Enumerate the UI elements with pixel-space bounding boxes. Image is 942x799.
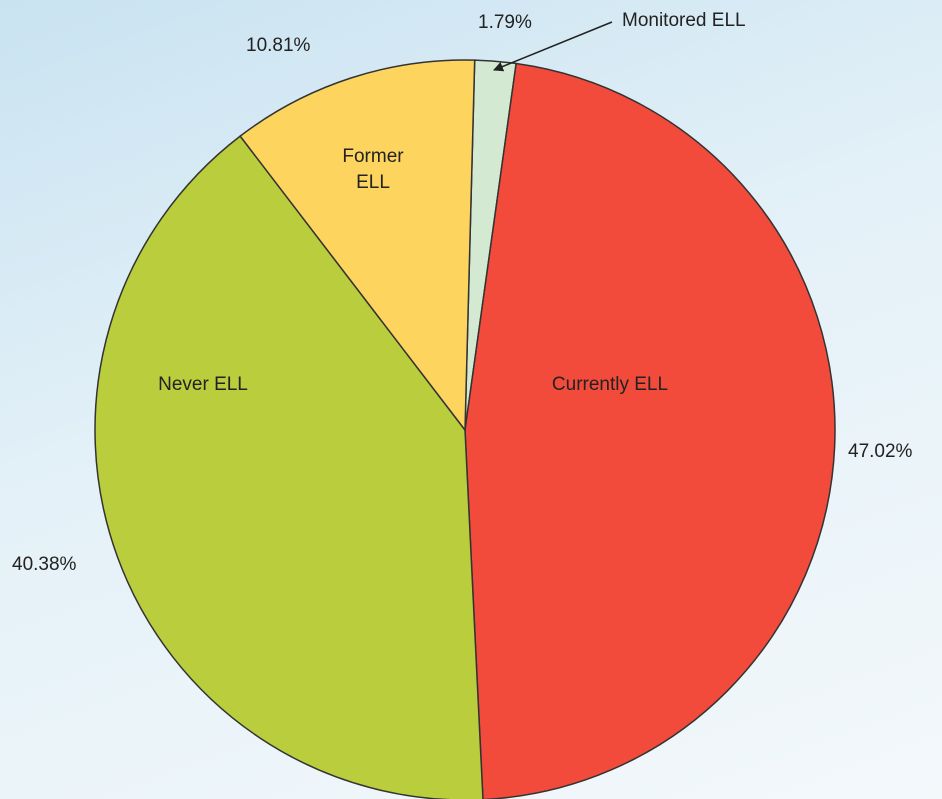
value-label: 40.38% — [12, 554, 77, 575]
value-label: 1.79% — [478, 12, 532, 33]
category-label: Currently ELL — [551, 374, 669, 395]
category-label: Former ELL — [342, 146, 404, 193]
pie-slice — [239, 59, 476, 433]
value-label: 10.81% — [246, 35, 311, 56]
category-label: Never ELL — [158, 374, 248, 395]
pie-slice — [94, 135, 484, 799]
category-label: Monitored ELL — [622, 10, 746, 31]
value-label: 47.02% — [848, 441, 913, 462]
leader-line — [493, 21, 613, 72]
pie-slice — [464, 62, 836, 799]
